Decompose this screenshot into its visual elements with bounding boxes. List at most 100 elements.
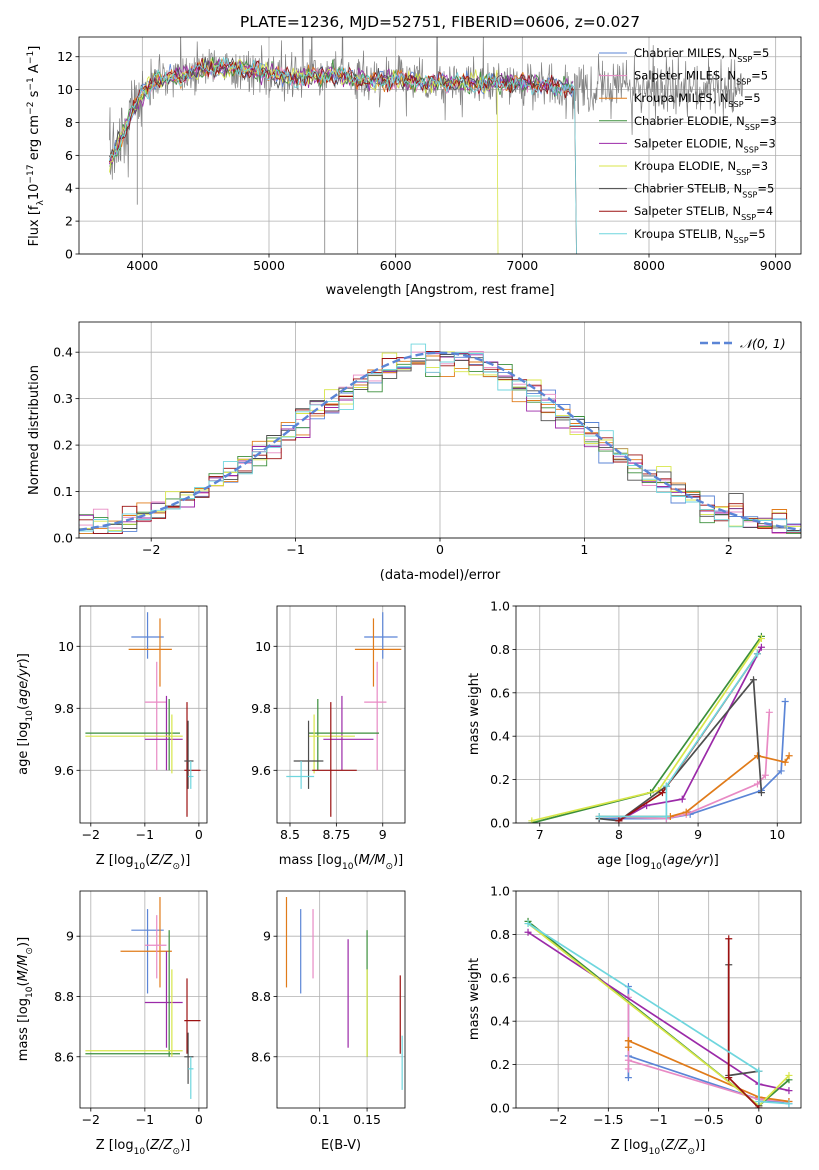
weight-marker-kroupa_stelib <box>662 812 670 820</box>
y-tick-label: 0.2 <box>490 772 510 787</box>
residuals-frame <box>78 321 802 539</box>
x-tick-label: 2 <box>725 542 733 557</box>
age_vs_mass-grid <box>277 606 405 823</box>
x-tick-label: −2 <box>549 1112 567 1127</box>
weight-marker-salpeter_miles <box>761 771 769 779</box>
y-tick-label: 1.0 <box>490 884 510 899</box>
weight_vs_age-panel: 7 8 9 10 0.0 0.2 0.4 0.6 0.8 1.0 age [log10(age/yr… <box>467 599 802 872</box>
weight-marker-salpeter_stelib <box>615 817 623 823</box>
x-tick-label: 8.5 <box>280 827 300 842</box>
y-tick-label: 0.2 <box>53 438 73 453</box>
y-tick-label: 0.6 <box>490 685 510 700</box>
y-tick-label: 0.6 <box>490 970 510 985</box>
x-tick-label: 8.75 <box>322 827 350 842</box>
y-tick-label: 9.6 <box>54 763 74 778</box>
spectrum-panel: 4000 5000 6000 7000 8000 9000 0 2 4 6 8 10 12 Chabrie… <box>26 13 802 298</box>
y-tick-label: 0.8 <box>490 642 510 657</box>
x-tick-label: −1 <box>136 827 154 842</box>
x-tick-label: 8 <box>615 827 623 842</box>
y-tick-label: 4 <box>65 181 73 196</box>
weight-marker-kroupa_stelib <box>755 1097 763 1105</box>
residuals-plot-area <box>79 343 801 534</box>
residual-x-axis-label: (data-model)/error <box>380 568 501 583</box>
weight-marker-kroupa_miles <box>624 1043 632 1051</box>
weight-line-salpeter_miles <box>599 712 771 820</box>
weight-marker-kroupa_stelib <box>755 1067 763 1075</box>
spectrum-y-axis-label: Flux [fλ10−17 erg cm−2 s−1 A−1] <box>26 46 46 247</box>
x-tick-label: 0.15 <box>353 1112 381 1127</box>
mass_vs_ebv-frame <box>276 890 406 1109</box>
errorbar-salpeter_stelib <box>184 702 201 817</box>
legend-label: Salpeter ELODIE, NSSP=3 <box>634 136 776 154</box>
x-tick-label: 0 <box>195 827 203 842</box>
errorbar-kroupa_elodie <box>85 969 183 1057</box>
x-tick-label: 5000 <box>253 258 285 273</box>
x-axis-label: Z [log10(Z/Z⊙)] <box>96 853 191 872</box>
weight-marker-salpeter_elodie <box>757 643 765 651</box>
x-tick-label: 10 <box>769 827 785 842</box>
weight_vs_age-plot-area <box>528 632 793 823</box>
weight-marker-kroupa_stelib <box>753 650 761 658</box>
y-tick-label: 0.3 <box>53 391 73 406</box>
errorbar-salpeter_elodie <box>144 951 183 1048</box>
errorbar-salpeter_miles <box>144 915 167 979</box>
errorbar-kroupa_elodie <box>85 714 183 774</box>
y-tick-label: 9.6 <box>251 763 271 778</box>
weight-marker-salpeter_elodie <box>785 1087 793 1095</box>
errorbar-chabrier_elodie <box>308 699 380 771</box>
age_vs_Z-frame <box>79 605 208 824</box>
errorbar-kroupa_stelib <box>188 1056 194 1099</box>
y-tick-label: 8.8 <box>54 989 74 1004</box>
age_vs_mass-frame <box>276 605 406 824</box>
weight-marker-salpeter_stelib <box>658 789 666 797</box>
x-tick-label: 0.1 <box>310 1112 330 1127</box>
mass_vs_ebv-plot-area <box>285 897 403 1090</box>
x-tick-label: 6000 <box>380 258 412 273</box>
weight-marker-kroupa_miles <box>624 1037 632 1045</box>
x-axis-label: mass [log10(M/M⊙)] <box>279 853 403 872</box>
model-spectrum-kroupa_stelib <box>109 57 577 254</box>
age_vs_mass-plot-area <box>286 612 402 817</box>
y-tick-label: 9 <box>263 929 271 944</box>
weight-line-chabrier_miles <box>599 701 787 820</box>
y-tick-label: 8.6 <box>251 1049 271 1064</box>
weight-marker-salpeter_miles <box>765 708 773 716</box>
errorbar-salpeter_miles <box>364 661 387 771</box>
y-tick-label: 2 <box>65 214 73 229</box>
mass_vs_ebv-panel: 0.1 0.15 8.6 8.8 9 E(B-V) <box>251 890 406 1153</box>
y-tick-label: 12 <box>57 49 73 64</box>
errorbar-chabrier_stelib <box>184 720 194 789</box>
weight-line-salpeter_elodie <box>618 646 763 822</box>
y-tick-label: 0.1 <box>53 484 73 499</box>
errorbar-kroupa_miles <box>354 618 402 687</box>
histogram-kroupa_stelib <box>79 343 801 533</box>
y-tick-label: 0.2 <box>490 1057 510 1072</box>
errorbar-salpeter_stelib <box>184 978 201 1054</box>
legend-label: Salpeter MILES, NSSP=5 <box>634 69 768 87</box>
errorbar-kroupa_elodie <box>308 714 355 774</box>
weight-marker-kroupa_miles <box>753 752 761 760</box>
weight-marker-kroupa_stelib <box>524 920 532 928</box>
weight-marker-salpeter_elodie <box>524 928 532 936</box>
weight-marker-salpeter_miles <box>624 1056 632 1064</box>
x-tick-label: −2 <box>142 542 160 557</box>
weight_vs_age-frame <box>515 605 802 824</box>
errorbar-salpeter_miles <box>144 661 167 771</box>
x-tick-label: 1 <box>580 542 588 557</box>
x-tick-label: −1 <box>136 1112 154 1127</box>
errorbar-chabrier_miles <box>131 612 164 659</box>
y-tick-label: 10 <box>58 639 74 654</box>
y-tick-label: 0.0 <box>53 531 73 546</box>
weight-marker-salpeter_stelib <box>755 1104 763 1108</box>
errorbar-kroupa_stelib <box>188 761 194 789</box>
weight-marker-chabrier_miles <box>624 1074 632 1082</box>
weight-marker-kroupa_elodie <box>757 635 765 643</box>
residual-y-axis-label: Normed distribution <box>27 365 42 495</box>
x-tick-label: 7000 <box>506 258 538 273</box>
weight-marker-chabrier_miles <box>777 767 785 775</box>
x-tick-label: −2 <box>82 1112 100 1127</box>
spectrum-plot-area <box>109 37 745 254</box>
legend-label: Chabrier STELIB, NSSP=5 <box>634 182 774 200</box>
y-tick-label: 0.0 <box>490 816 510 831</box>
y-tick-label: 0.4 <box>490 1014 510 1029</box>
